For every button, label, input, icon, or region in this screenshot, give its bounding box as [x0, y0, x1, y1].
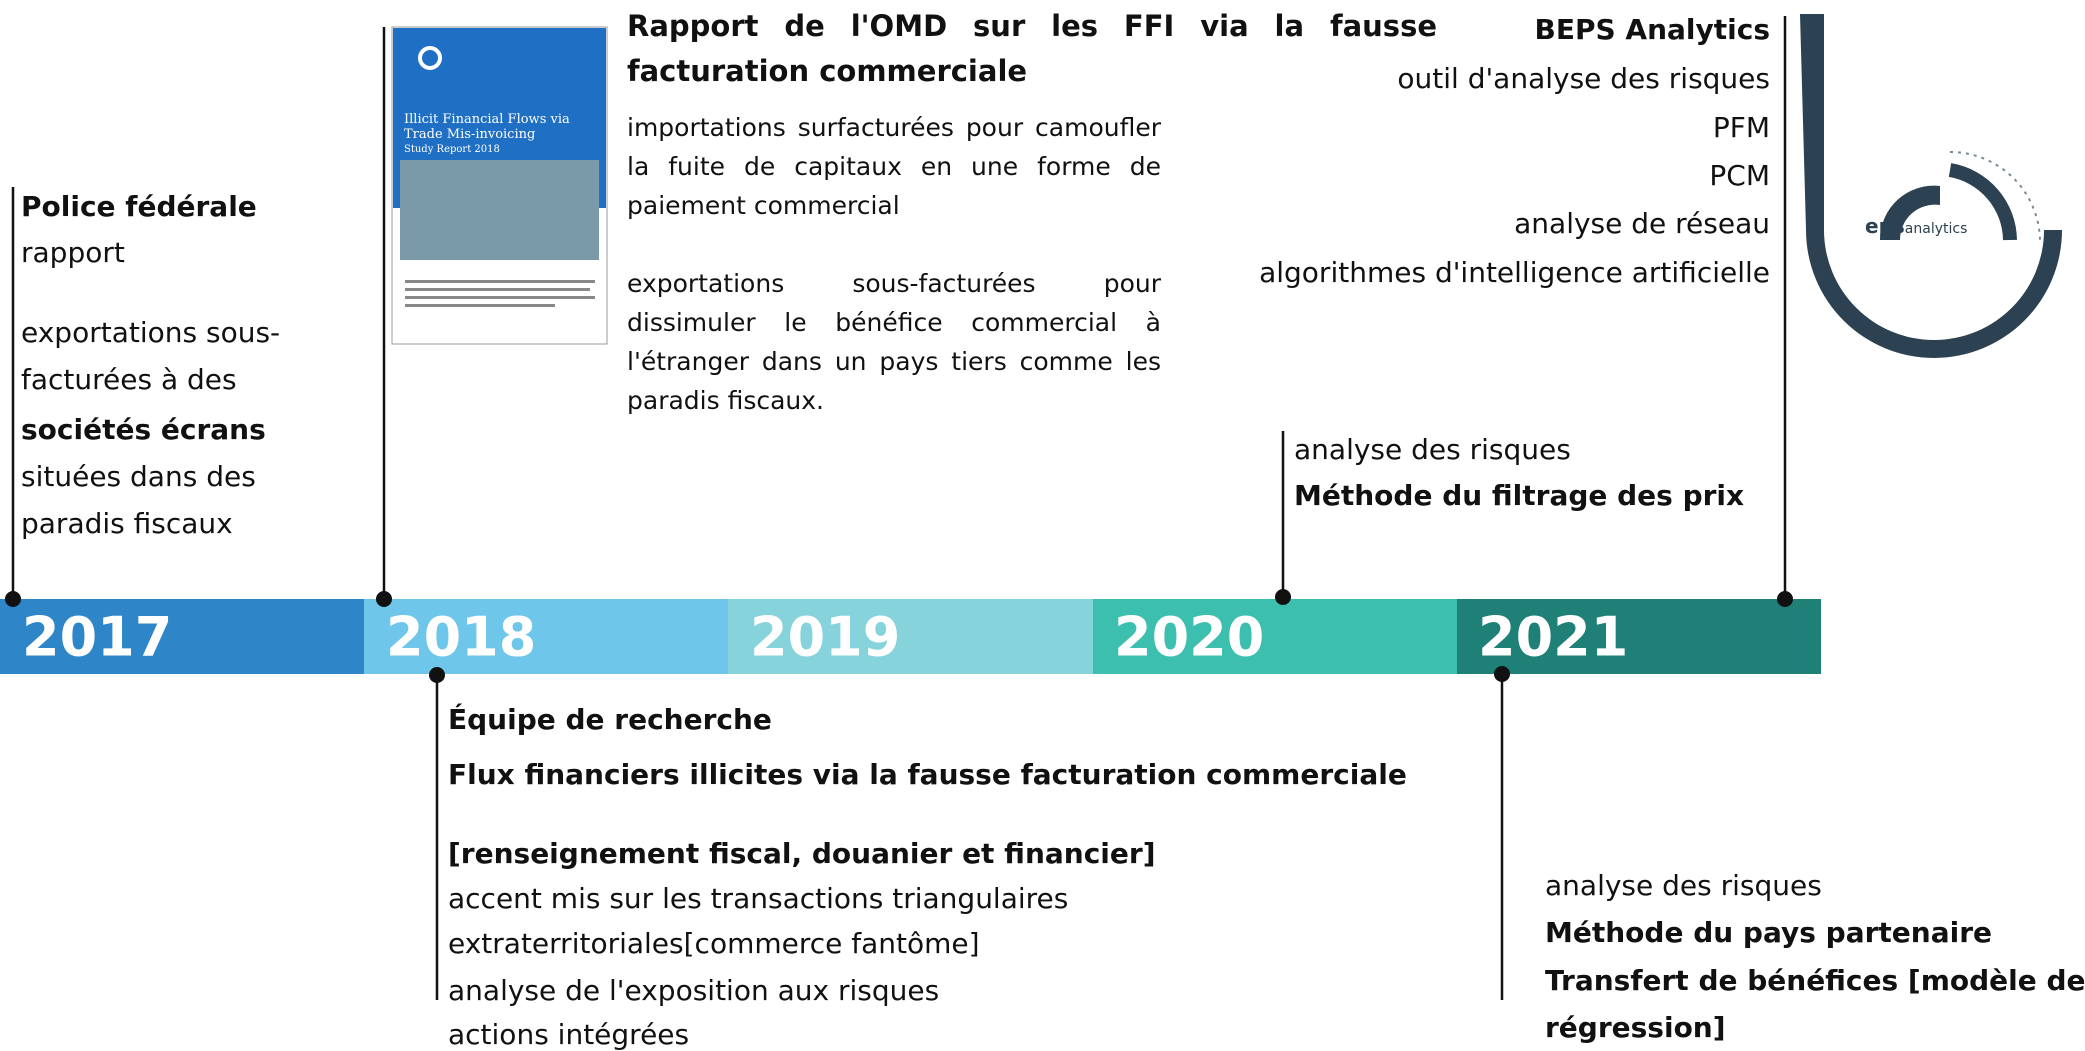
segment-2021: [1457, 599, 1821, 674]
police-line: paradis fiscaux: [21, 507, 233, 540]
beps-title: BEPS Analytics: [1534, 13, 1771, 46]
segment-2019: [728, 599, 1094, 674]
partner-line: Méthode du pays partenaire: [1545, 916, 1993, 949]
research-line: actions intégrées: [448, 1018, 690, 1051]
partner-line: analyse des risques: [1545, 869, 1822, 902]
beps-line: algorithmes d'intelligence artificielle: [1259, 256, 1770, 289]
police-line: sociétés écrans: [21, 413, 266, 446]
logo-suffix: analytics: [1904, 221, 1968, 237]
segment-2020: [1093, 599, 1458, 674]
research-subtitle: Flux financiers illicites via la fausse …: [448, 758, 1407, 791]
year-label: 2018: [386, 605, 537, 669]
connectors: [11, 16, 1787, 1000]
dots: [5, 589, 1793, 683]
research-line: accent mis sur les transactions triangul…: [448, 882, 1069, 915]
beps-logo: [1800, 14, 2062, 358]
partner-line: régression]: [1545, 1011, 1726, 1044]
police-line: facturées à des: [21, 363, 237, 396]
research-title: Équipe de recherche: [448, 703, 772, 736]
year-label: 2019: [750, 605, 901, 669]
police-title: Police fédérale: [21, 190, 257, 223]
research-line: extraterritoriales[commerce fantôme]: [448, 927, 980, 960]
research-line: analyse de l'exposition aux risques: [448, 974, 940, 1007]
filter-line: analyse des risques: [1294, 433, 1571, 466]
year-label: 2021: [1478, 605, 1629, 669]
partner-line: Transfert de bénéfices [modèle de: [1545, 964, 2085, 997]
cover-title: Illicit Financial Flows via Trade Mis-in…: [404, 112, 570, 142]
police-subtitle: rapport: [21, 236, 125, 269]
filter-line: Méthode du filtrage des prix: [1294, 479, 1745, 512]
year-label: 2020: [1114, 605, 1265, 669]
report-paragraph: exportations sous-facturées pour dissimu…: [627, 269, 1161, 415]
report-paragraph: importations surfacturées pour camoufler…: [627, 113, 1161, 220]
beps-line: PCM: [1709, 159, 1770, 192]
year-label: 2017: [22, 605, 173, 669]
beps-line: outil d'analyse des risques: [1397, 62, 1770, 95]
beps-line: analyse de réseau: [1514, 207, 1770, 240]
logo-bold: eps: [1865, 214, 1905, 238]
police-line: exportations sous-: [21, 316, 281, 349]
report-title: Rapport de l'OMD sur les FFI via la faus…: [627, 9, 1437, 88]
research-focus: [renseignement fiscal, douanier et finan…: [448, 837, 1156, 870]
logo-text: epsanalytics: [1865, 216, 1967, 236]
segment-2018: [364, 599, 729, 674]
segment-2017: [0, 599, 365, 674]
cover-subtitle: Study Report 2018: [404, 144, 500, 155]
beps-line: PFM: [1712, 111, 1770, 144]
police-line: situées dans des: [21, 460, 256, 493]
report-cover: [391, 26, 608, 345]
